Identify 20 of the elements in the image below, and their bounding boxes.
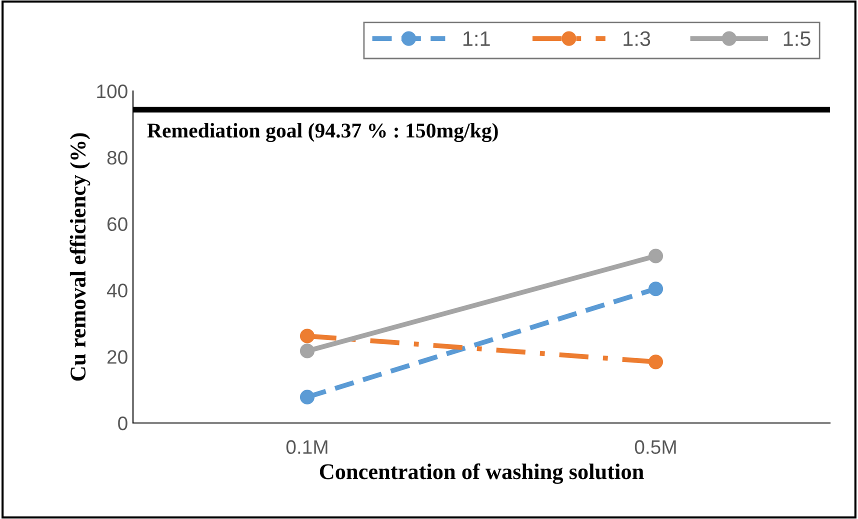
y-tick-label: 60 [108, 217, 128, 232]
x-axis-title: Concentration of washing solution [320, 463, 644, 484]
point [300, 344, 315, 358]
y-tick-label: 40 [106, 284, 128, 298]
y-tick-label: 0 [118, 416, 128, 430]
y-tick-label: 20 [107, 350, 128, 364]
point [648, 354, 664, 370]
y-axis-title: Cu removal efficiency (%) [70, 133, 90, 381]
point [648, 248, 664, 264]
ref-line-label: Remediation goal (94.37 % : 150mg/kg) [147, 122, 498, 142]
y-tick-label: 100 [97, 84, 128, 98]
legend-label: 1:3 [624, 31, 650, 46]
legend-label: 1:1 [463, 32, 490, 46]
point [300, 390, 315, 404]
legend-label: 1:5 [784, 32, 810, 46]
y-tick-label: 80 [107, 150, 128, 165]
x-tick-label: 0.1M [286, 440, 328, 454]
x-tick-label: 0.5M [634, 440, 676, 454]
point [300, 328, 315, 344]
point [648, 282, 664, 296]
